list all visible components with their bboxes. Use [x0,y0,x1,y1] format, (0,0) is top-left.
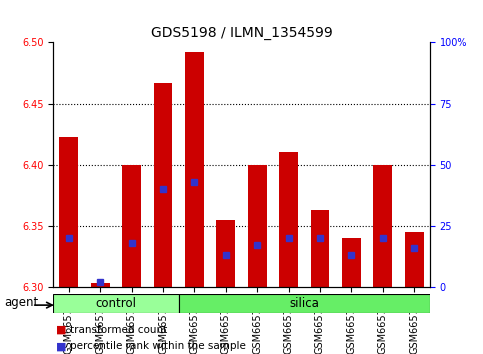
Text: agent: agent [5,296,39,309]
FancyBboxPatch shape [53,294,179,313]
Bar [311,210,329,287]
Bar [216,219,235,287]
Bar [154,83,172,287]
Bar [373,165,392,287]
Text: percentile rank within the sample: percentile rank within the sample [70,341,246,351]
Title: GDS5198 / ILMN_1354599: GDS5198 / ILMN_1354599 [151,26,332,40]
Bar [59,137,78,287]
Text: transformed count: transformed count [70,325,167,335]
Bar [91,283,110,287]
Bar [342,238,361,287]
Text: ■: ■ [56,325,66,335]
Bar [279,152,298,287]
Bar [405,232,424,287]
Text: ■: ■ [56,341,66,351]
Text: silica: silica [289,297,319,310]
Bar [122,165,141,287]
Text: control: control [96,297,136,310]
FancyBboxPatch shape [179,294,430,313]
Bar [248,165,267,287]
Bar [185,52,204,287]
